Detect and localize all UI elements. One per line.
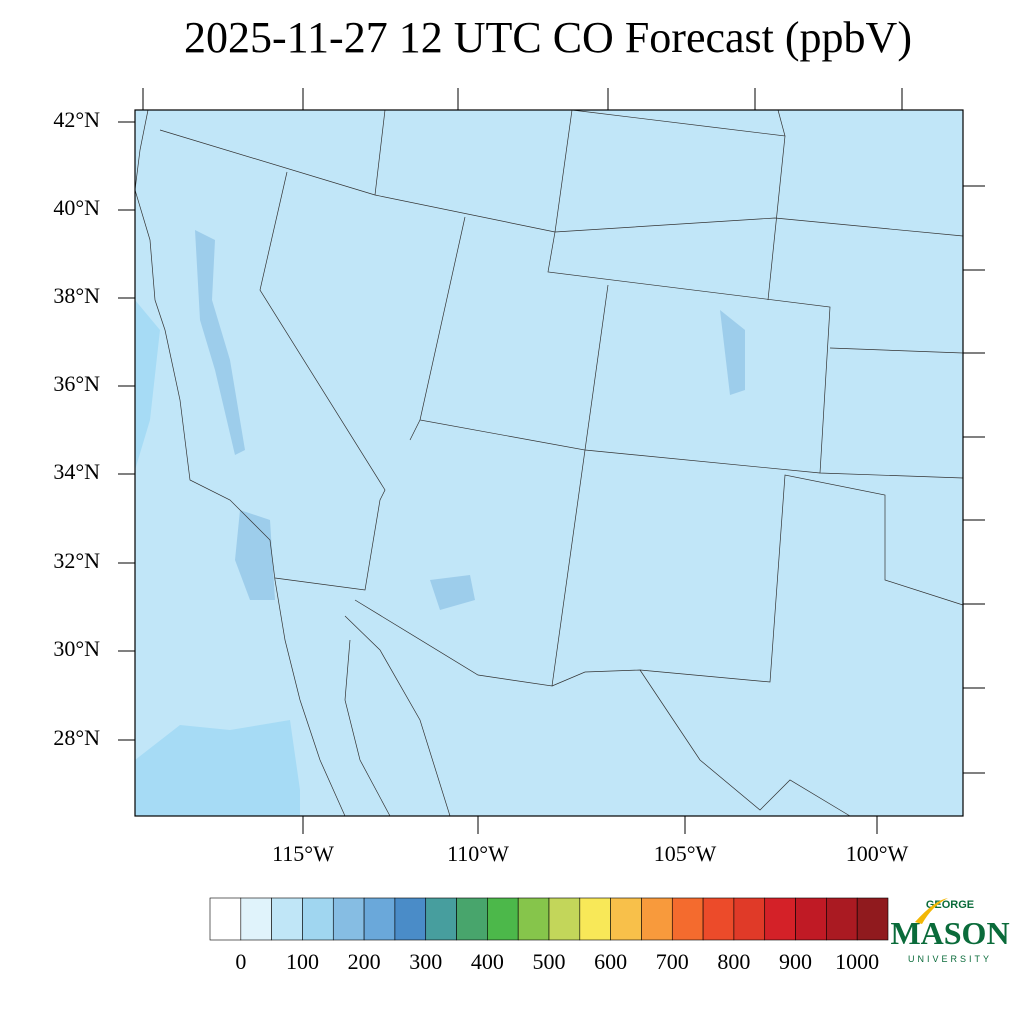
colorbar-box <box>764 897 796 941</box>
colorbar-box <box>240 897 272 941</box>
colorbar-box <box>363 897 396 941</box>
colorbar-box <box>795 897 827 941</box>
lon-label: 110°W <box>447 841 509 866</box>
colorbar-label: 100 <box>286 949 319 974</box>
logo-mark <box>915 898 948 924</box>
colorbar: 0 100 200 300 400 500 600 700 800 900 1000 <box>209 897 889 974</box>
lon-label: 115°W <box>272 841 334 866</box>
logo-bottom: UNIVERSITY <box>908 954 992 964</box>
lat-label: 30°N <box>53 636 100 661</box>
colorbar-label: 0 <box>235 949 246 974</box>
colorbar-box <box>641 897 673 941</box>
colorbar-label: 800 <box>717 949 750 974</box>
colorbar-box <box>610 897 642 941</box>
lat-label: 32°N <box>53 548 100 573</box>
lat-label: 36°N <box>53 371 100 396</box>
title: 2025-11-27 12 UTC CO Forecast (ppbV) <box>184 13 912 62</box>
lat-label: 42°N <box>53 107 100 132</box>
colorbar-box <box>394 897 427 941</box>
colorbar-box <box>826 897 858 941</box>
colorbar-box <box>856 897 889 941</box>
colorbar-box <box>733 897 766 941</box>
lat-label: 28°N <box>53 725 100 750</box>
colorbar-box <box>579 897 611 941</box>
colorbar-box <box>302 897 334 941</box>
lon-label: 100°W <box>846 841 909 866</box>
colorbar-box <box>487 897 519 941</box>
colorbar-label: 500 <box>533 949 566 974</box>
co-area <box>135 300 300 816</box>
colorbar-label: 300 <box>409 949 442 974</box>
lat-label: 34°N <box>53 459 100 484</box>
colorbar-label: 900 <box>779 949 812 974</box>
colorbar-label: 700 <box>656 949 689 974</box>
colorbar-box <box>332 897 365 941</box>
logo-top: GEORGE <box>926 899 974 911</box>
colorbar-box <box>425 897 457 941</box>
map-background <box>135 110 963 816</box>
map-frame <box>134 109 964 817</box>
colorbar-label: 200 <box>348 949 381 974</box>
co-area <box>195 230 745 610</box>
colorbar-box <box>517 897 550 941</box>
borders <box>134 109 964 817</box>
colorbar-box <box>671 897 704 941</box>
colorbar-box <box>271 897 303 941</box>
colorbar-label: 1000 <box>835 949 879 974</box>
lat-label: 38°N <box>53 283 100 308</box>
logo-name: MASON <box>890 915 1009 951</box>
lat-label: 40°N <box>53 195 100 220</box>
colorbar-label: 600 <box>594 949 627 974</box>
map: 42°N 40°N 38°N 36°N 34°N 32°N 30°N 28°N 115°W 110… <box>53 88 985 866</box>
colorbar-box <box>548 897 581 941</box>
colorbar-box <box>209 897 242 941</box>
lon-label: 105°W <box>654 841 717 866</box>
colorbar-box <box>456 897 488 941</box>
colorbar-label: 400 <box>471 949 504 974</box>
colorbar-box <box>702 897 735 941</box>
